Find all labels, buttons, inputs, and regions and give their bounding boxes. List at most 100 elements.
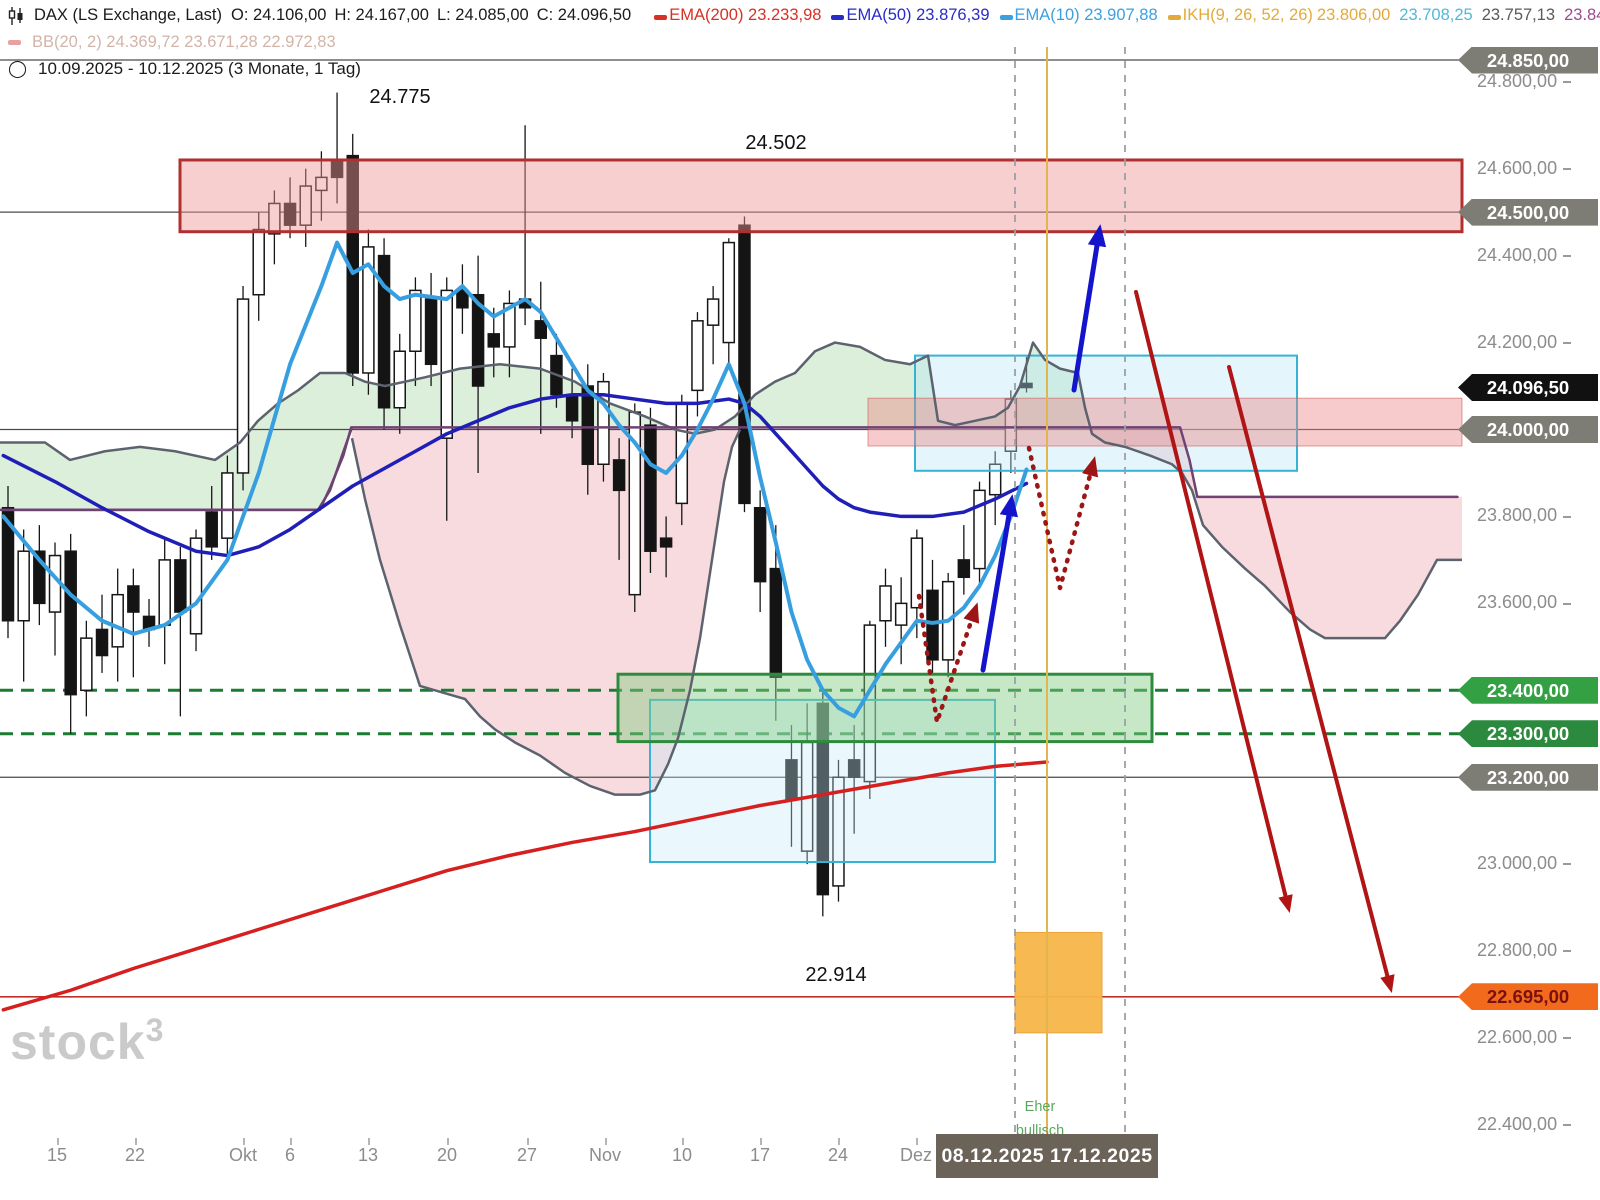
candle-21.10 [456,264,469,334]
axis-tick [243,1138,245,1145]
ohlc-o: O: 24.106,00 [231,6,327,24]
candle-03.12 [941,572,955,678]
price-label-24.000,00: 24.000,00 [1458,415,1598,443]
price-annotation-24.502: 24.502 [745,132,807,154]
price-label-22.600,00: 22.600,00 [1477,1027,1587,1048]
cyan-box-upper [914,354,1298,472]
legend-bollinger: BB(20, 2) 24.369,72 23.671,28 22.972,83 [32,33,336,51]
candle-29.09 [205,486,218,560]
date-range-row: ◯︎ 10.09.2025 - 10.12.2025 (3 Monate, 1 … [8,59,361,79]
candle-02.12 [926,559,939,673]
bull-body [315,176,328,192]
bear-body [487,333,501,348]
time-label-17: 17 [749,1145,771,1165]
candle-17.09 [80,620,93,717]
arrow-5 [1134,290,1293,913]
bollinger-legend-row: BB(20, 2) 24.369,72 23.671,28 22.972,83 [8,33,336,52]
price-label-23.300,00: 23.300,00 [1458,720,1598,748]
bear-body [33,550,46,605]
axis-tick [760,1138,762,1145]
bear-body [377,254,391,409]
candlestick-icon [8,6,23,25]
legend-ikh: IKH(9, 26, 52, 26) [1182,6,1313,24]
bear-body [205,511,218,548]
bull-body [691,320,704,392]
axis-tick [1563,1037,1572,1040]
bull-body [299,185,312,226]
candle-11.09 [17,529,30,682]
axis-tick [368,1138,370,1145]
price-label-24.800,00: 24.800,00 [1477,71,1587,92]
bull-body [863,624,877,783]
bear-body [1,506,15,622]
date-range-label: 10.09.2025 - 10.12.2025 (3 Monate, 1 Tag… [38,59,361,78]
bear-body [424,298,438,366]
bear-body [127,585,140,613]
ema10-line [1,240,1029,719]
bull-body [894,602,908,626]
ohlc-l: L: 24.085,00 [436,6,529,24]
bull-body [393,350,406,409]
candle-17.10 [424,273,438,387]
bear-body [957,559,971,579]
candle-05.11 [628,403,642,613]
candle-25.11 [847,725,861,834]
candle-01.10 [236,286,250,491]
candle-08.12 [988,451,1002,526]
bull-body [158,559,171,626]
bull-body [722,241,736,344]
bear-body [565,393,579,422]
bull-body [268,202,281,235]
candle-14.10 [377,238,391,430]
clock-icon: ◯︎ [8,59,28,78]
target-box-orange [1014,931,1103,1034]
axis-tick [1563,167,1572,170]
candle-12.11 [706,286,720,365]
ikh-value: 23.757,13 [1481,6,1556,24]
arrow-2 [1071,224,1107,393]
bear-body [534,320,548,339]
axis-tick [682,1138,684,1145]
sentiment-line1: Eher [1024,1099,1056,1115]
price-axis[interactable]: 24.850,00 24.800,00 24.600,00 24.500,00 24.4… [1455,0,1600,1200]
instrument-title: DAX (LS Exchange, Last) [34,6,223,24]
time-label-22: 22 [124,1145,146,1165]
bear-body [581,385,595,466]
price-label-22.800,00: 22.800,00 [1477,940,1587,961]
time-label-6: 6 [284,1145,296,1165]
ohlc-c: C: 24.096,50 [536,6,632,24]
candle-12.09 [33,525,46,626]
bull-body [17,550,30,622]
selected-dates-badge: 08.12.2025 17.12.2025 [936,1134,1158,1178]
price-annotation-24.775: 24.775 [369,86,431,108]
axis-tick [290,1138,292,1145]
time-label-Dez: Dez [899,1145,933,1165]
candle-04.12 [957,525,971,595]
bull-body [362,246,375,374]
time-axis[interactable]: 08.12.2025 17.12.2025 15 22 Okt 6 13 20 27 Nov 1… [0,1134,1600,1200]
bull-body [440,289,453,439]
axis-tick [1563,950,1572,953]
ikh-value: 23.708,25 [1399,6,1473,24]
bull-body [409,289,422,352]
candle-06.11 [644,407,657,573]
candle-20.10 [440,277,453,521]
price-label-23.400,00: 23.400,00 [1458,676,1598,704]
candle-13.11 [722,238,736,365]
time-label-Nov: Nov [588,1145,622,1165]
axis-tick [1563,863,1572,866]
bear-body [174,559,187,613]
price-label-22.695,00: 22.695,00 [1458,983,1598,1011]
bull-body [221,472,234,539]
bear-body [926,589,939,661]
candle-05.12 [973,481,986,586]
axis-tick [838,1138,840,1145]
time-label-15: 15 [46,1145,68,1165]
axis-tick [1563,1124,1572,1127]
candle-14.11 [738,216,751,513]
candle-28.11 [894,577,908,665]
indicator-legend: EMA(200) 23.233,98 EMA(50) 23.876,39 EMA(1… [648,6,1600,25]
bull-body [706,298,720,326]
bull-body [111,593,124,648]
